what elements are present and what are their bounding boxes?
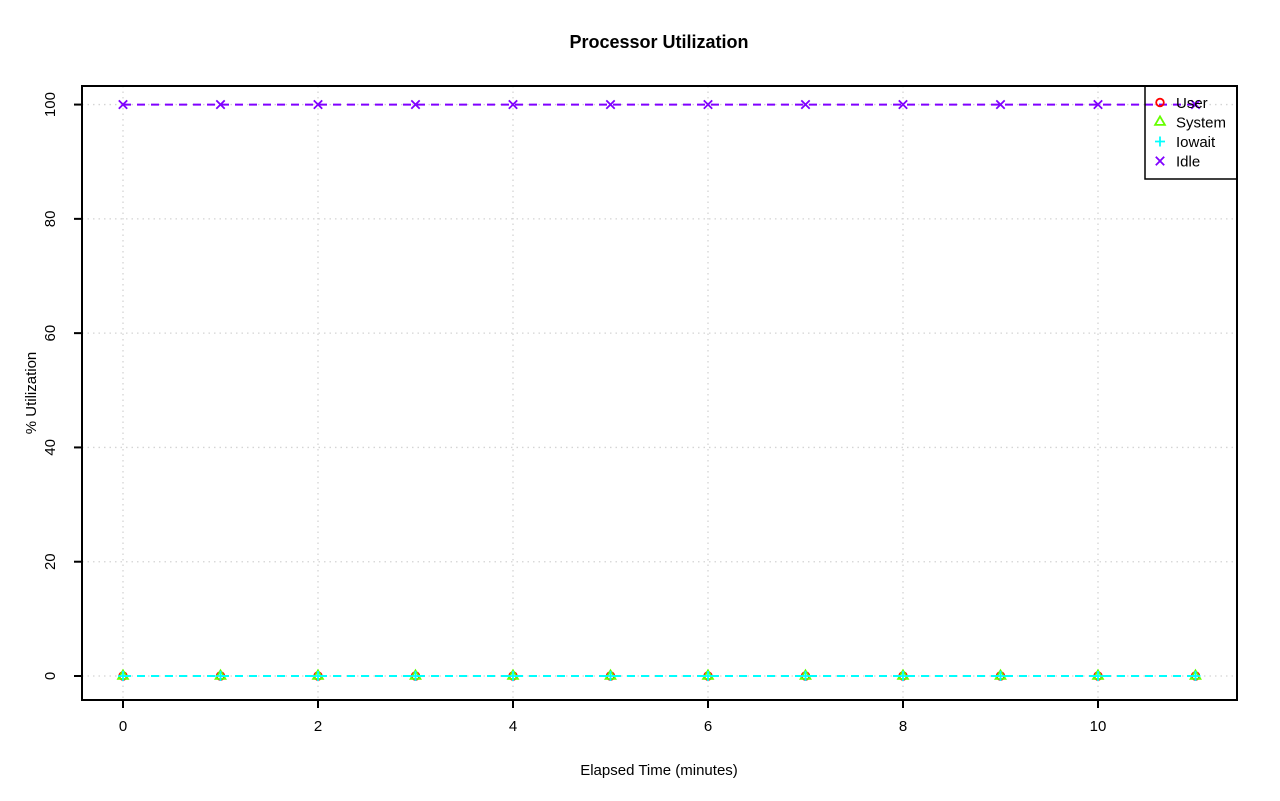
x-tick-label-8: 8 — [899, 718, 907, 735]
grid-layer — [82, 86, 1237, 700]
series-point-iowait-4 — [508, 671, 518, 681]
series-point-idle-0 — [118, 99, 128, 110]
series-point-idle-4 — [508, 99, 518, 110]
series-point-idle-6 — [703, 99, 713, 110]
y-tick-label-60: 60 — [42, 325, 59, 342]
x-tick-label-10: 10 — [1090, 718, 1107, 735]
y-tick-label-20: 20 — [42, 553, 59, 570]
series-point-iowait-7 — [800, 671, 811, 681]
series-point-iowait-8 — [898, 671, 908, 681]
legend: User System Iowait Idle — [1144, 85, 1238, 180]
legend-label-user: User — [1176, 95, 1208, 112]
series-point-iowait-11 — [1190, 671, 1201, 681]
series-point-iowait-5 — [605, 671, 616, 681]
series-point-idle-11 — [1190, 99, 1201, 110]
legend-marker-iowait — [1155, 136, 1165, 147]
legend-marker-user — [1155, 97, 1165, 108]
series-point-iowait-10 — [1093, 671, 1103, 681]
y-tick-label-80: 80 — [42, 211, 59, 228]
legend-label-system: System — [1176, 115, 1226, 132]
legend-box — [1144, 85, 1238, 180]
y-tick-label-0: 0 — [42, 672, 59, 680]
series-point-iowait-9 — [995, 671, 1006, 681]
legend-marker-idle — [1155, 156, 1165, 166]
series-point-idle-1 — [215, 99, 226, 110]
series-point-iowait-1 — [215, 671, 226, 681]
y-tick-label-100: 100 — [42, 92, 59, 117]
legend-label-idle: Idle — [1176, 154, 1200, 171]
series-point-idle-9 — [995, 99, 1006, 110]
y-tick-label-40: 40 — [42, 439, 59, 456]
x-tick-label-4: 4 — [509, 718, 517, 735]
series-point-idle-3 — [410, 99, 421, 110]
y-axis-label: % Utilization — [23, 352, 40, 435]
series-point-idle-5 — [605, 99, 616, 110]
chart-title: Processor Utilization — [569, 32, 748, 52]
series-point-iowait-6 — [703, 671, 713, 681]
series-point-idle-7 — [800, 99, 811, 110]
x-tick-label-0: 0 — [119, 718, 127, 735]
series-point-iowait-0 — [118, 671, 128, 681]
series-point-iowait-3 — [410, 671, 421, 681]
series-point-idle-10 — [1093, 99, 1103, 110]
plot-border — [81, 85, 1238, 701]
series-point-iowait-2 — [313, 671, 323, 681]
x-tick-label-6: 6 — [704, 718, 712, 735]
series-point-idle-8 — [898, 99, 908, 110]
x-tick-label-2: 2 — [314, 718, 322, 735]
x-axis-label: Elapsed Time (minutes) — [580, 762, 738, 779]
series-point-idle-2 — [313, 99, 323, 110]
legend-label-iowait: Iowait — [1176, 134, 1216, 151]
series-layer — [116, 99, 1202, 681]
legend-marker-system — [1153, 114, 1167, 126]
